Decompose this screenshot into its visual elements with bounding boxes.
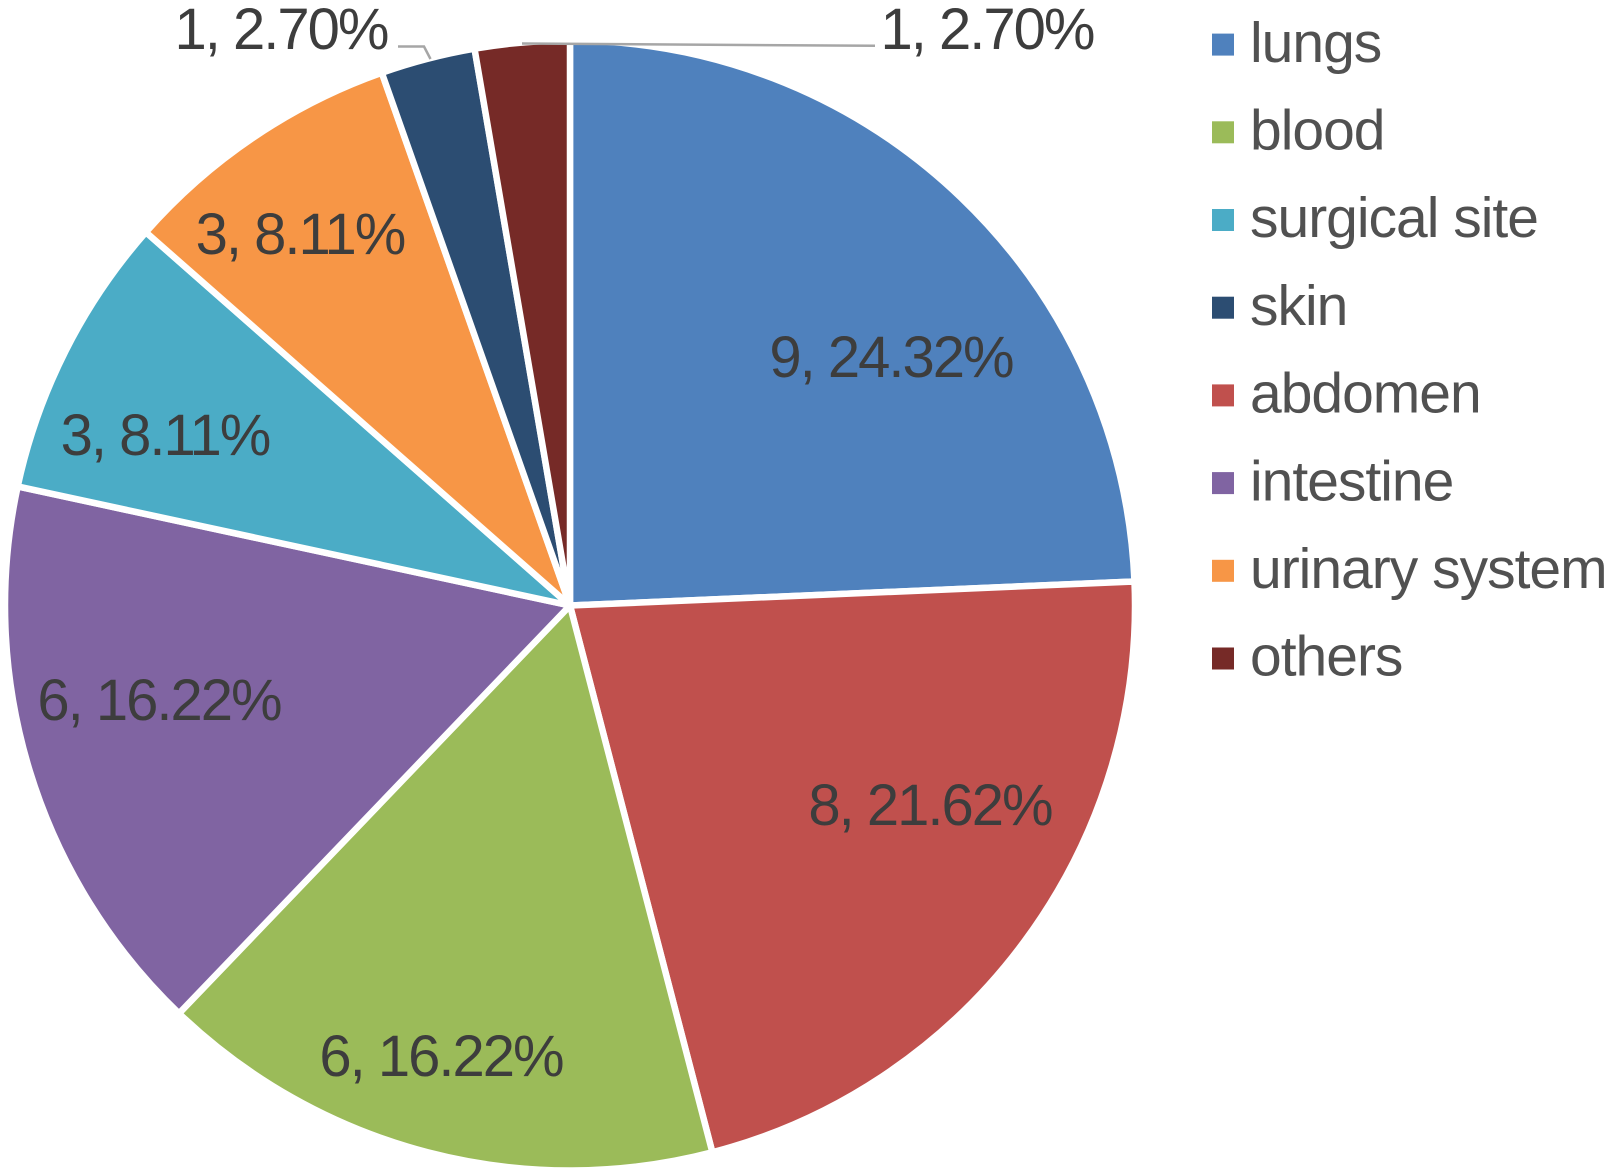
svg-text:others: others — [1250, 625, 1402, 689]
svg-text:surgical site: surgical site — [1250, 186, 1538, 250]
svg-text:8, 21.62%: 8, 21.62% — [808, 773, 1052, 838]
svg-text:abdomen: abdomen — [1250, 362, 1481, 426]
svg-text:3, 8.11%: 3, 8.11% — [196, 202, 405, 267]
svg-text:urinary system: urinary system — [1250, 537, 1607, 601]
svg-text:6, 16.22%: 6, 16.22% — [319, 1024, 563, 1089]
svg-text:1, 2.70%: 1, 2.70% — [175, 0, 388, 62]
svg-text:1, 2.70%: 1, 2.70% — [881, 0, 1094, 62]
svg-text:9, 24.32%: 9, 24.32% — [769, 325, 1013, 390]
svg-text:3, 8.11%: 3, 8.11% — [61, 403, 270, 468]
svg-text:lungs: lungs — [1250, 11, 1381, 75]
svg-text:skin: skin — [1250, 274, 1347, 338]
svg-text:intestine: intestine — [1250, 449, 1453, 513]
svg-text:6, 16.22%: 6, 16.22% — [37, 668, 281, 733]
svg-text:blood: blood — [1250, 99, 1384, 163]
